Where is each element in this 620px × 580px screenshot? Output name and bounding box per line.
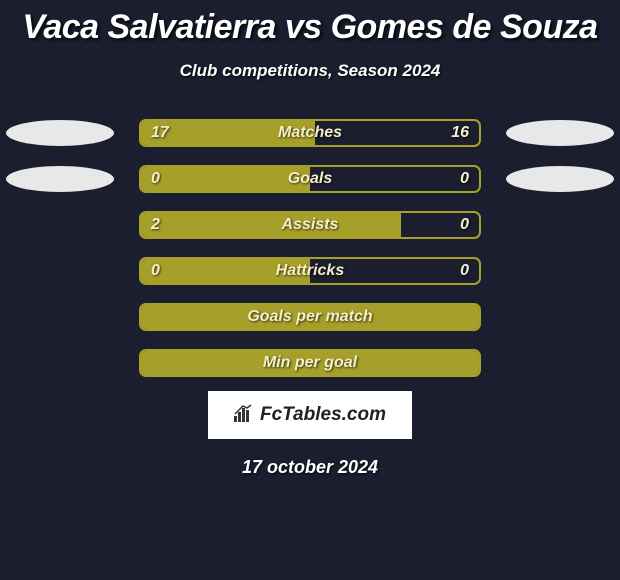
stat-bar: Goals per match [139, 303, 481, 331]
stat-value-left: 0 [151, 262, 160, 280]
page-title: Vaca Salvatierra vs Gomes de Souza [0, 8, 620, 47]
subtitle: Club competitions, Season 2024 [0, 61, 620, 81]
stat-value-right: 0 [460, 216, 469, 234]
bar-fill-right [310, 167, 479, 191]
stat-value-right: 0 [460, 170, 469, 188]
stats-list: 1716Matches00Goals20Assists00HattricksGo… [0, 119, 620, 377]
player-badge-right [506, 166, 614, 192]
stat-value-left: 17 [151, 124, 169, 142]
player-badge-right [506, 120, 614, 146]
player-badge-left [6, 120, 114, 146]
bar-fill-left [141, 167, 310, 191]
comparison-card: Vaca Salvatierra vs Gomes de Souza Club … [0, 0, 620, 478]
stat-row: 00Goals [0, 165, 620, 193]
stat-row: 00Hattricks [0, 257, 620, 285]
bar-fill-right [310, 259, 479, 283]
brand-badge: FcTables.com [208, 391, 412, 439]
stat-bar: 20Assists [139, 211, 481, 239]
bar-fill-left [141, 259, 310, 283]
stat-value-right: 16 [451, 124, 469, 142]
stat-row: 1716Matches [0, 119, 620, 147]
stat-value-left: 2 [151, 216, 160, 234]
date-label: 17 october 2024 [0, 457, 620, 478]
stat-bar: 1716Matches [139, 119, 481, 147]
stat-row: Min per goal [0, 349, 620, 377]
stat-value-left: 0 [151, 170, 160, 188]
stat-bar: 00Goals [139, 165, 481, 193]
stat-row: 20Assists [0, 211, 620, 239]
bar-fill-left [141, 305, 479, 329]
player-badge-left [6, 166, 114, 192]
brand-text: FcTables.com [260, 404, 386, 426]
chart-icon [234, 404, 256, 427]
stat-row: Goals per match [0, 303, 620, 331]
bar-fill-left [141, 213, 401, 237]
stat-value-right: 0 [460, 262, 469, 280]
bar-fill-left [141, 351, 479, 375]
stat-bar: Min per goal [139, 349, 481, 377]
stat-bar: 00Hattricks [139, 257, 481, 285]
